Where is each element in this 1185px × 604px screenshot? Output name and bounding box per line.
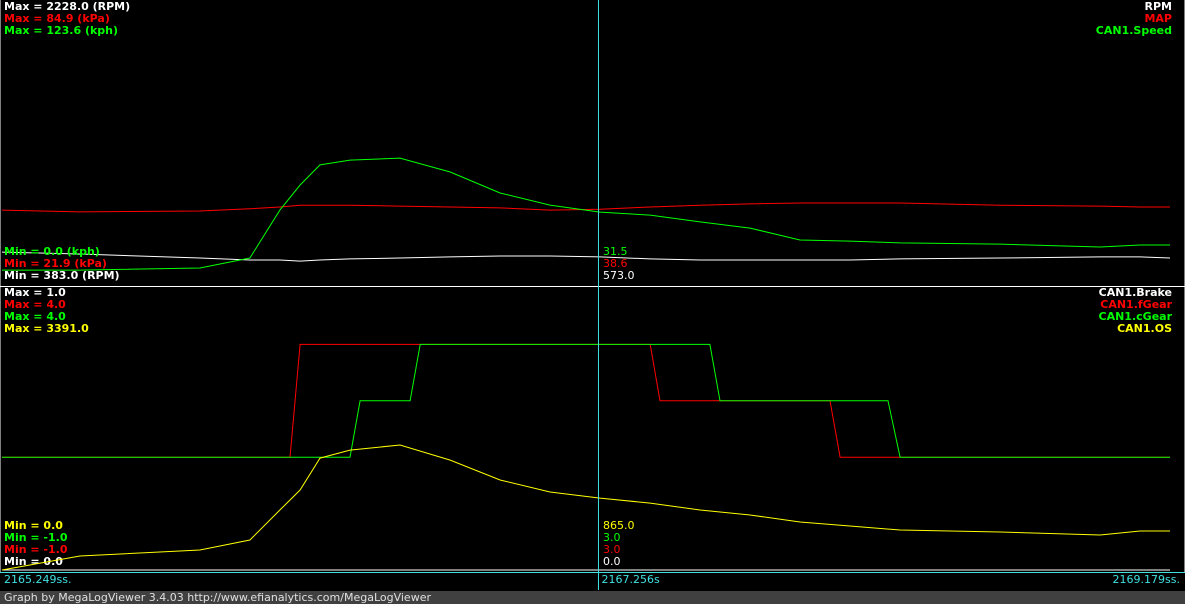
trace-name: CAN1.Speed — [1096, 24, 1172, 37]
max-label: Max = 1.0 — [4, 286, 66, 299]
cursor-value: 0.0 — [603, 555, 621, 568]
trace-name: CAN1.fGear — [1100, 298, 1172, 311]
time-start: 2165.249ss. — [4, 573, 71, 586]
trace-name: RPM — [1145, 0, 1172, 13]
trace-line — [1, 444, 1170, 571]
max-label: Max = 4.0 — [4, 298, 66, 311]
trace-line — [2, 343, 1170, 458]
trace-name: CAN1.cGear — [1099, 310, 1173, 323]
trace-name: CAN1.OS — [1117, 322, 1172, 335]
cursor-value: 38.6 — [603, 257, 628, 270]
cursor-value: 3.0 — [603, 531, 621, 544]
trace-name: MAP — [1144, 12, 1172, 25]
max-label: Max = 123.6 (kph) — [4, 24, 118, 37]
min-label: Min = -1.0 — [4, 543, 68, 556]
min-label: Min = 383.0 (RPM) — [4, 269, 120, 282]
min-label: Min = 0.0 — [4, 519, 63, 532]
trace-name: CAN1.Brake — [1099, 286, 1172, 299]
trace-line — [1, 251, 1171, 262]
trace-line — [2, 157, 1170, 271]
cursor-value: 31.5 — [603, 245, 628, 258]
max-label: Max = 2228.0 (RPM) — [4, 0, 130, 13]
cursor-value: 3.0 — [603, 543, 621, 556]
trace-line — [2, 343, 1170, 458]
max-label: Max = 4.0 — [4, 310, 66, 323]
footer-bar — [0, 591, 1185, 604]
trace-line — [1, 202, 1170, 213]
footer-text: Graph by MegaLogViewer 3.4.03 http://www… — [4, 591, 431, 604]
max-label: Max = 84.9 (kPa) — [4, 12, 110, 25]
max-label: Max = 3391.0 — [4, 322, 89, 335]
min-label: Min = 0.0 — [4, 555, 63, 568]
cursor-value: 865.0 — [603, 519, 635, 532]
time-end: 2169.179ss. — [1113, 573, 1180, 586]
min-label: Min = -1.0 — [4, 531, 68, 544]
min-label: Min = 21.9 (kPa) — [4, 257, 107, 270]
cursor-value: 573.0 — [603, 269, 635, 282]
min-label: Min = 0.0 (kph) — [4, 245, 100, 258]
time-cursor: 2167.256s — [601, 573, 659, 586]
